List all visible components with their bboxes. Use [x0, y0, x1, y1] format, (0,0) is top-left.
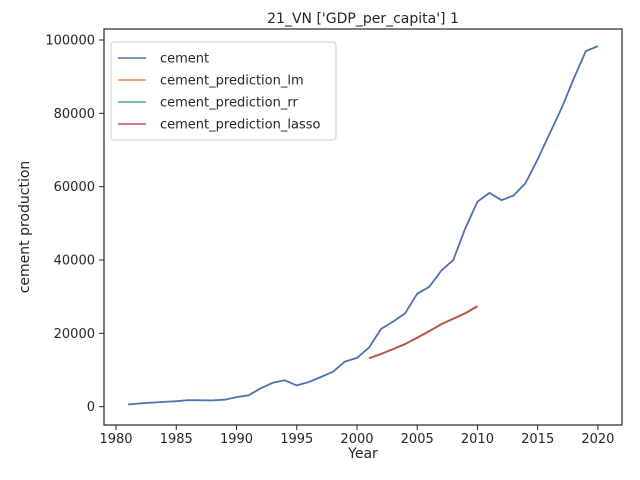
x-tick-label: 2015: [521, 432, 554, 447]
axes-frame: [103, 28, 623, 426]
legend-label-cement-prediction-lm: cement_prediction_lm: [160, 74, 304, 89]
y-tick-label: 20000: [54, 327, 95, 342]
x-tick-label: 1980: [99, 432, 132, 447]
x-tick-label: 2010: [461, 432, 494, 447]
legend-label-cement-prediction-rr: cement_prediction_rr: [160, 96, 298, 111]
legend-box: [110, 41, 337, 141]
x-axis-label: Year: [347, 446, 378, 462]
x-tick-label: 2005: [401, 432, 434, 447]
series-line-cement-prediction-rr: [368, 305, 478, 360]
x-tick-label: 2000: [340, 432, 373, 447]
y-axis-ticks: 0 20000 40000 60000 80000 100000: [45, 34, 104, 415]
x-tick-label: 1995: [280, 432, 313, 447]
chart-title: 21_VN ['GDP_per_capita'] 1: [267, 11, 459, 27]
y-tick-label: 40000: [54, 254, 95, 269]
y-tick-label: 100000: [45, 34, 95, 49]
series-line-cement-prediction-lm: [368, 305, 478, 360]
x-axis-ticks: 1980 1985 1990 1995 2000 2005 2010 2015 2020: [99, 425, 614, 447]
y-tick-label: 80000: [54, 107, 95, 122]
legend-label-cement: cement: [160, 52, 209, 67]
x-tick-label: 1985: [160, 432, 193, 447]
plot-lines: [128, 45, 599, 406]
y-tick-label: 60000: [54, 180, 95, 195]
legend-label-cement-prediction-lasso: cement_prediction_lasso: [160, 118, 320, 133]
x-tick-label: 2020: [581, 432, 614, 447]
series-line-cement-prediction-lasso: [368, 305, 478, 360]
x-tick-label: 1990: [220, 432, 253, 447]
legend: cement cement_prediction_lm cement_predi…: [110, 41, 337, 141]
series-line-cement: [128, 45, 599, 406]
y-tick-label: 0: [87, 400, 95, 415]
y-axis-label: cement production: [17, 161, 33, 294]
